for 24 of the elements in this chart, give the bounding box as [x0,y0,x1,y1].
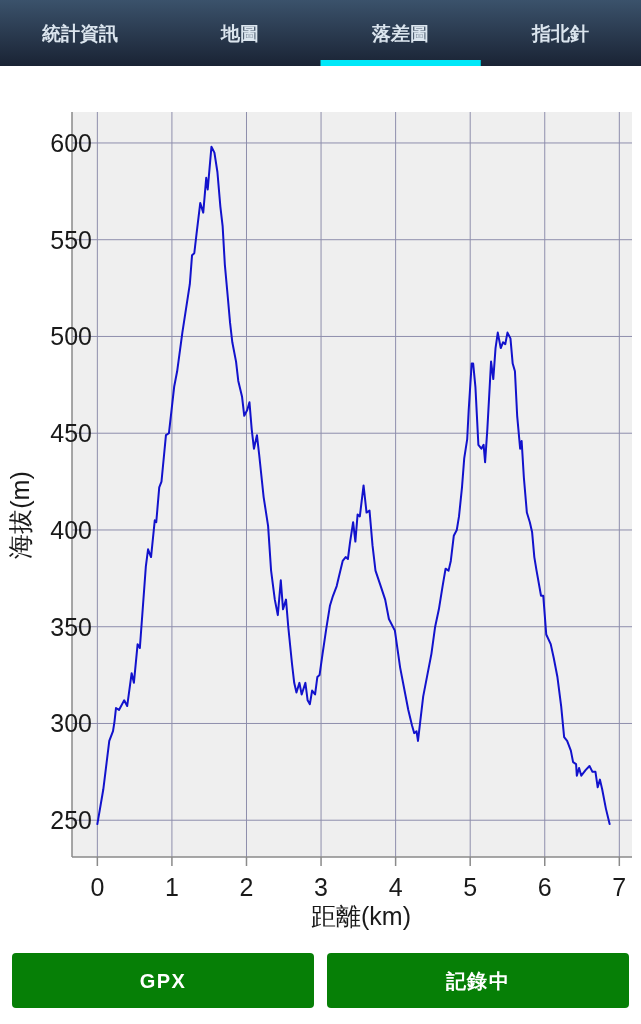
y-tick-label: 550 [50,225,92,254]
y-tick-label: 350 [50,612,92,641]
x-tick-label: 3 [314,873,329,901]
tab-label: 地圖 [221,22,260,44]
tab-label: 指北針 [532,22,590,44]
tab-label: 落差圖 [372,22,430,44]
x-tick-label: 2 [239,873,254,901]
y-tick-label: 450 [50,419,92,448]
y-tick-label: 400 [50,515,92,544]
y-tick-label: 500 [50,322,92,351]
x-tick-label: 0 [90,873,105,901]
tab-label: 統計資訊 [42,22,119,44]
x-tick-label: 6 [537,873,552,901]
x-axis-title: 距離(km) [311,902,411,930]
y-tick-label: 300 [50,709,92,738]
x-tick-label: 7 [612,873,627,901]
x-tick-label: 4 [388,873,403,901]
y-axis-title: 海拔(m) [6,471,34,559]
x-tick-label: 1 [164,873,179,901]
button: 記錄中 [327,953,629,1008]
y-tick-label: 250 [50,806,92,835]
button: GPX [12,953,314,1008]
y-tick-label: 600 [50,128,92,157]
x-tick-label: 5 [463,873,478,901]
